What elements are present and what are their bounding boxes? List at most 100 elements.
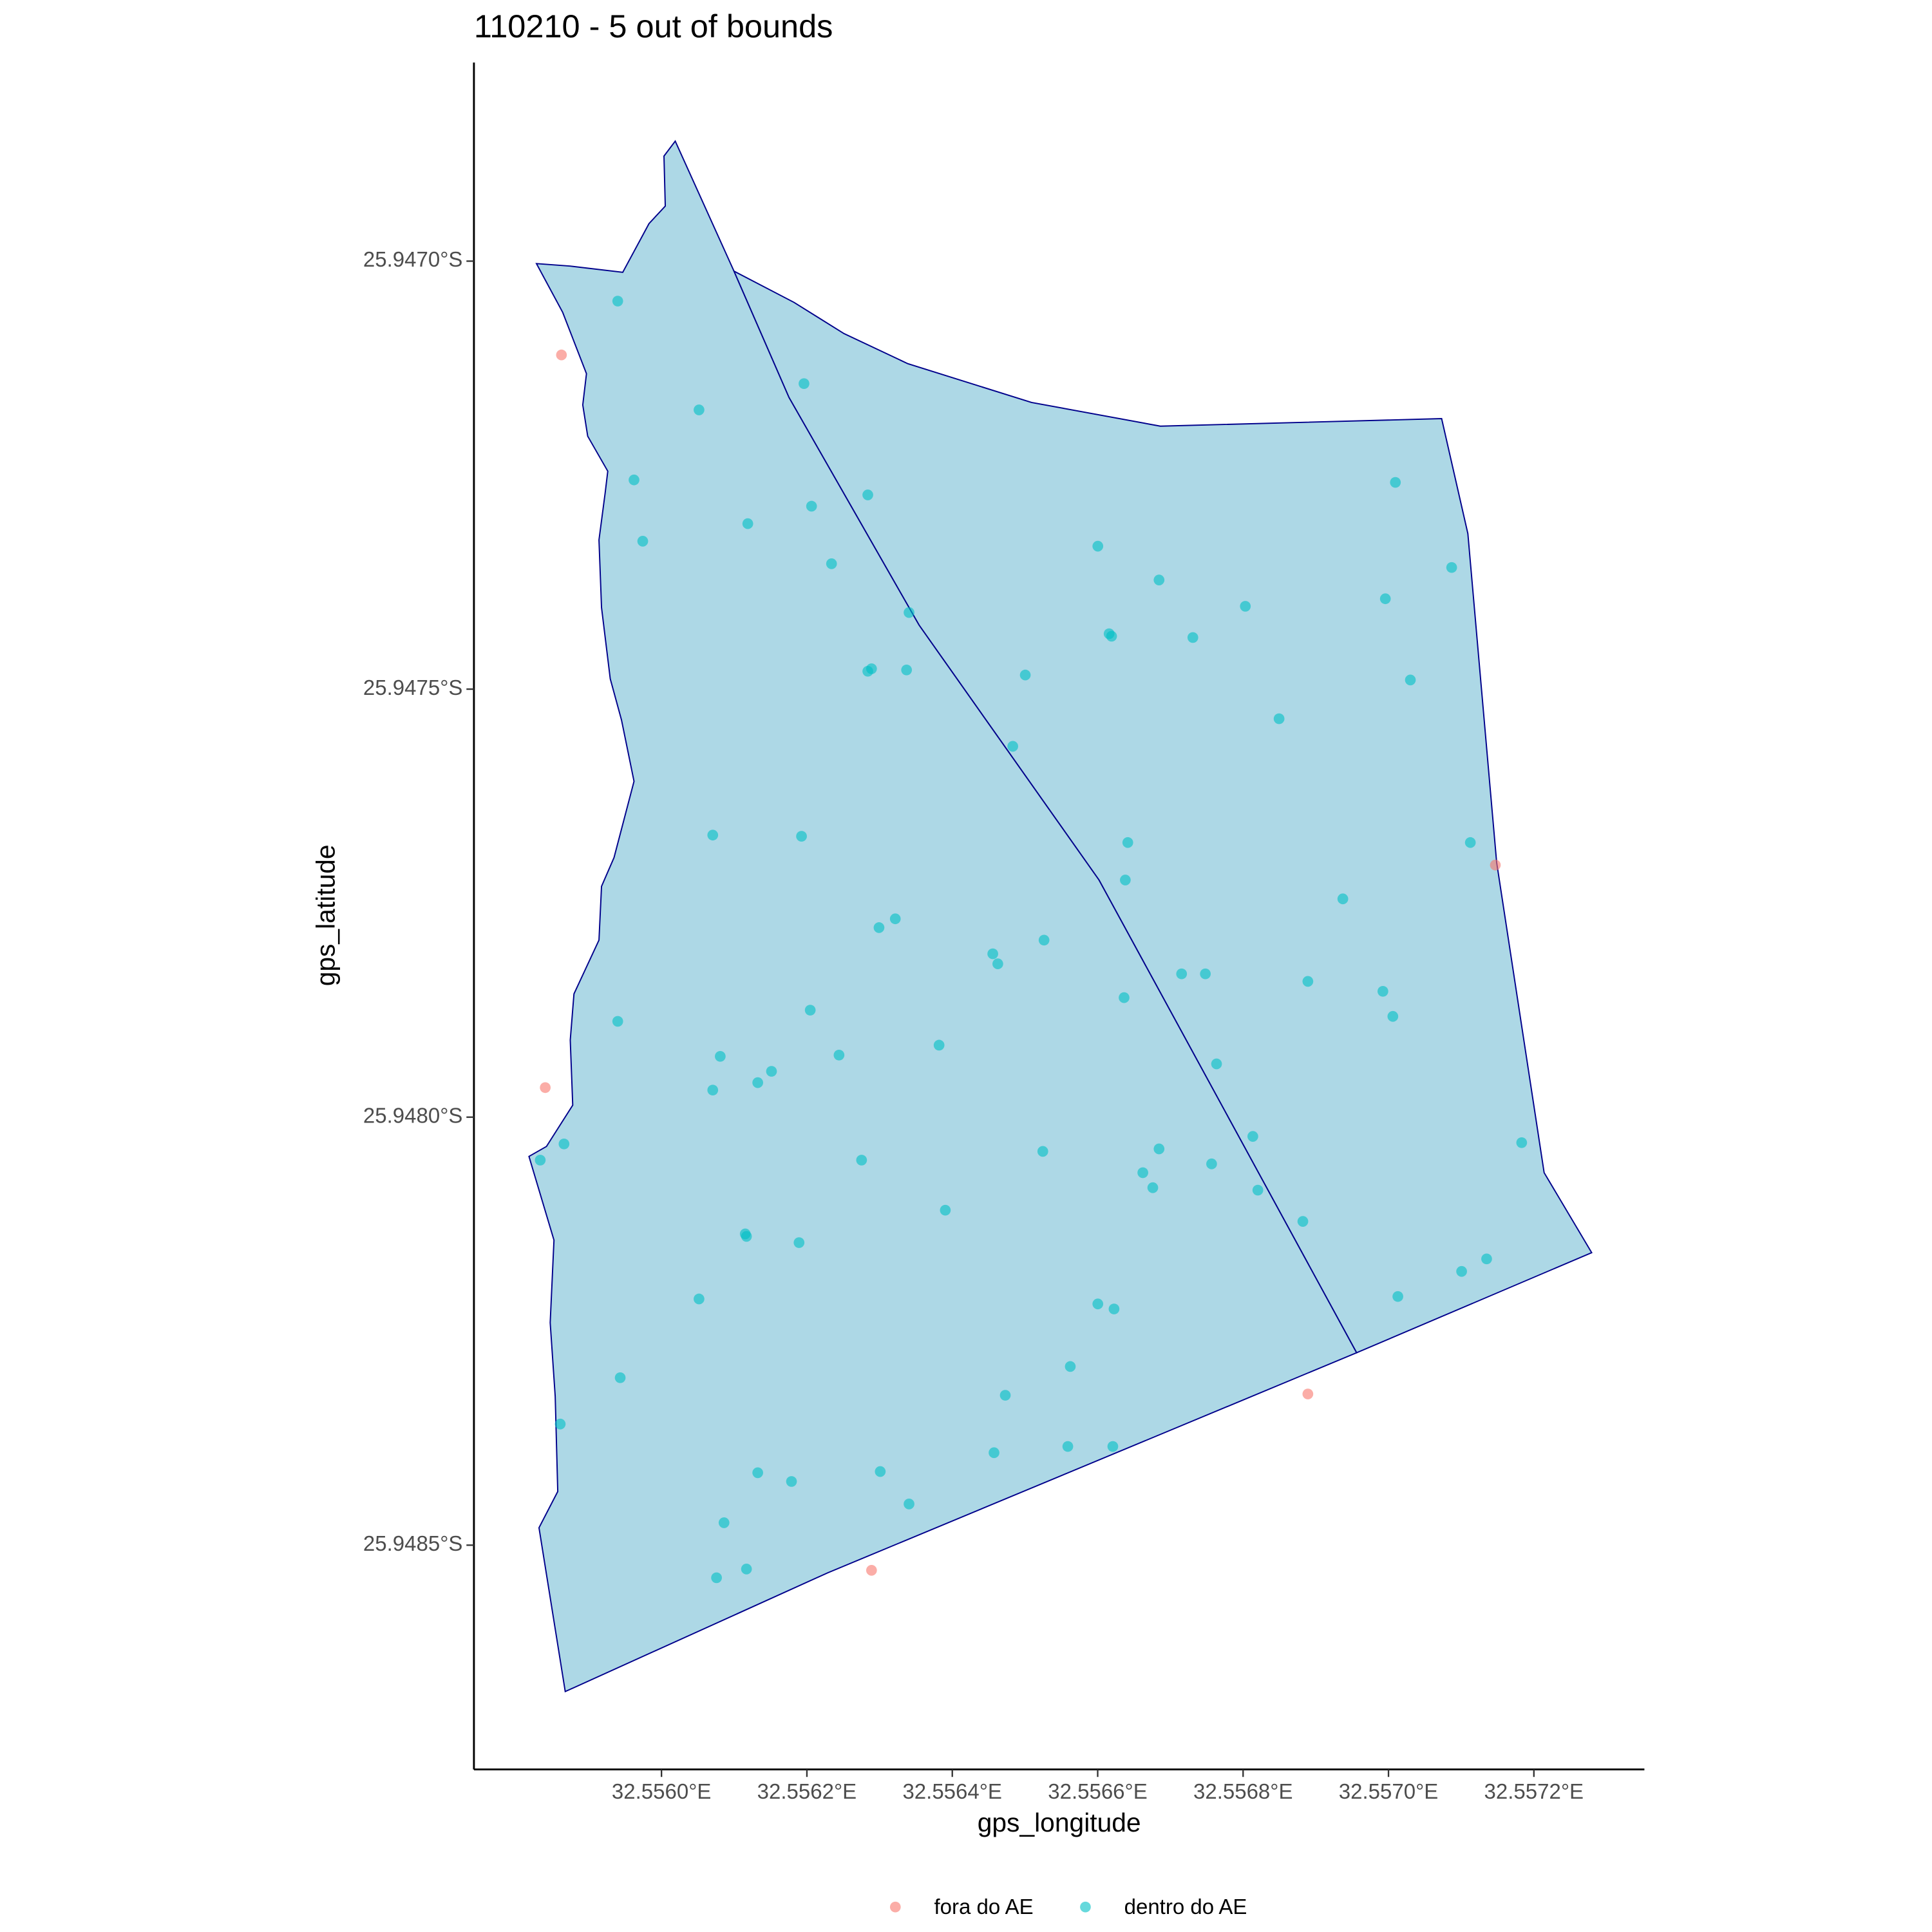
point [556,349,567,361]
legend-label: fora do AE [934,1895,1033,1918]
point [718,1517,730,1528]
point [862,665,873,677]
point [904,1499,914,1510]
point [1206,1158,1217,1170]
point [1007,741,1018,752]
point [1062,1441,1074,1452]
point [694,404,705,415]
point [1390,477,1401,488]
point [540,1082,551,1094]
area-polygon [732,269,1593,1354]
point [940,1204,951,1216]
point [715,1050,726,1062]
point [742,518,753,529]
x-axis-title: gps_longitude [978,1808,1141,1837]
x-tick-label: 32.5570°E [1339,1779,1439,1803]
point [1187,632,1198,643]
y-axis-title: gps_latitude [311,844,341,986]
point [1297,1216,1309,1227]
x-tick-label: 32.5568°E [1193,1779,1293,1803]
point [1446,562,1457,573]
point [1038,934,1050,946]
x-tick-label: 32.5566°E [1048,1779,1148,1803]
y-tick-label: 25.9480°S [363,1103,463,1127]
point [1302,976,1314,987]
area-polygon [528,140,1358,1693]
point [1176,968,1188,980]
point [1137,1167,1148,1179]
point [1464,837,1476,848]
point [741,1564,752,1575]
point [1037,1146,1048,1157]
point [1119,992,1130,1003]
point [866,1565,877,1576]
point [752,1467,763,1479]
point [989,1447,999,1459]
point [1092,540,1104,552]
point [1200,968,1211,980]
point [1211,1058,1222,1070]
point [786,1476,797,1487]
point [1092,1298,1104,1310]
point [1247,1131,1258,1142]
y-tick-label: 25.9485°S [363,1531,463,1555]
point [614,1372,626,1383]
point [875,1466,886,1477]
point [637,536,649,547]
point [1490,859,1501,871]
x-tick-label: 32.5562°E [757,1779,857,1803]
point [1108,1303,1120,1314]
point [1120,875,1131,886]
point [1273,713,1285,724]
point [612,296,623,307]
point [1019,669,1031,681]
point [933,1039,945,1051]
point [826,558,837,569]
point [711,1572,722,1584]
point [629,474,639,486]
point [1107,1441,1119,1452]
point [833,1049,845,1061]
point [1153,1143,1165,1155]
y-tick-label: 25.9475°S [363,676,463,699]
point [766,1066,777,1077]
point [741,1231,752,1242]
point [1456,1265,1467,1277]
legend-marker [1080,1901,1091,1913]
legend-label: dentro do AE [1124,1895,1247,1918]
point [901,664,913,676]
point [694,1293,705,1305]
plot-area [528,140,1593,1693]
chart-title: 110210 - 5 out of bounds [474,8,833,44]
point [1379,593,1391,605]
point [707,829,719,841]
point [1122,837,1133,848]
point [1106,630,1117,642]
point [862,489,873,500]
point [796,831,807,842]
point [873,922,885,933]
point [707,1084,719,1096]
point [889,913,901,925]
point [535,1155,546,1166]
point [806,500,817,512]
point [1252,1184,1264,1196]
point [904,607,914,618]
point [856,1155,867,1166]
point [1147,1182,1159,1193]
point [804,1005,816,1016]
point [1240,601,1251,612]
point [752,1077,763,1088]
point [1337,893,1349,905]
point [1392,1291,1403,1302]
point [1516,1137,1528,1148]
point [1405,674,1416,686]
point [987,948,998,960]
point [554,1418,566,1430]
point [1065,1361,1076,1372]
x-tick-label: 32.5560°E [612,1779,712,1803]
point [992,958,1003,969]
point [558,1138,570,1150]
